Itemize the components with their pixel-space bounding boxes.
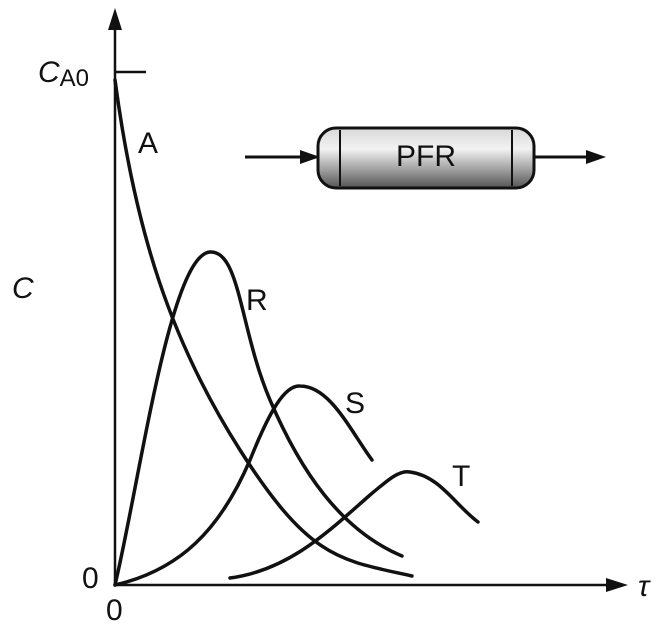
reactor-label: PFR <box>396 140 456 173</box>
curve-label: R <box>246 284 268 317</box>
x-arrow <box>606 578 628 592</box>
y-tick-sub: A0 <box>60 65 89 92</box>
y-tick-label: CA0 <box>38 56 89 92</box>
curve-r <box>113 250 404 587</box>
curve-a <box>113 78 414 578</box>
y-arrow <box>108 8 122 30</box>
x-label: τ <box>638 570 651 603</box>
curve-label: S <box>345 387 365 420</box>
y-tick-main: C <box>38 56 60 89</box>
curve-label: T <box>452 460 470 493</box>
outlet-head <box>586 150 606 164</box>
curve-label: A <box>138 127 158 160</box>
x-origin: 0 <box>106 594 123 627</box>
curve-s <box>113 384 374 587</box>
y-origin: 0 <box>82 562 99 595</box>
inlet-head <box>300 150 320 164</box>
curve-t <box>228 469 480 580</box>
y-label: C <box>12 272 34 305</box>
